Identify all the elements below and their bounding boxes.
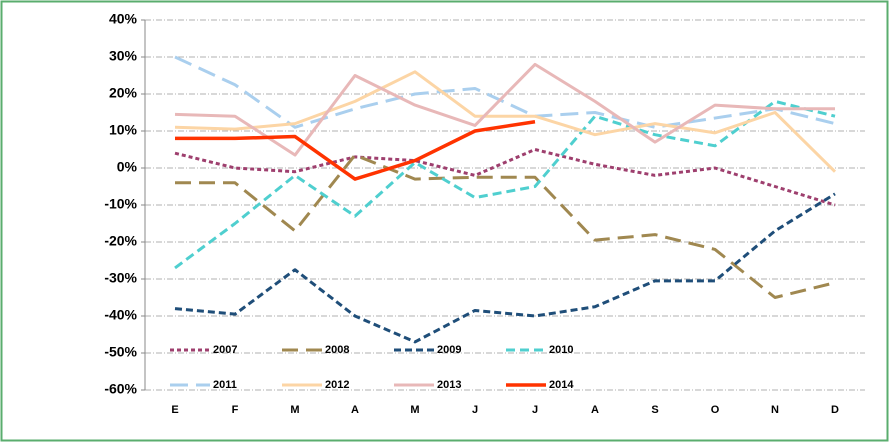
x-tick-label: J <box>532 404 538 416</box>
series-line <box>175 120 536 181</box>
legend-label: 2008 <box>325 344 349 356</box>
x-tick-label: M <box>290 404 299 416</box>
y-tick-label: -20% <box>104 233 137 249</box>
legend-label: 2011 <box>213 379 237 391</box>
series-line <box>174 148 836 207</box>
y-tick-label: 30% <box>109 48 138 64</box>
series-line <box>174 62 835 157</box>
y-tick-label: 10% <box>109 122 138 138</box>
series-line <box>174 99 836 270</box>
y-tick-label: -40% <box>104 307 137 323</box>
y-tick-label: -10% <box>104 196 137 212</box>
x-tick-label: E <box>171 404 178 416</box>
x-tick-label: N <box>771 404 779 416</box>
y-tick-label: 0% <box>117 159 138 175</box>
legend-label: 2012 <box>325 379 349 391</box>
x-tick-label: D <box>831 404 839 416</box>
x-tick-label: A <box>591 404 599 416</box>
x-tick-label: O <box>711 404 720 416</box>
y-tick-label: 20% <box>109 85 138 101</box>
series-line <box>174 192 836 344</box>
legend-label: 2010 <box>549 344 573 356</box>
legend-label: 2009 <box>437 344 461 356</box>
x-tick-label: F <box>232 404 239 416</box>
y-tick-label: -50% <box>104 344 137 360</box>
x-tick-label: S <box>651 404 658 416</box>
series-line <box>175 153 836 299</box>
legend-label: 2014 <box>549 379 574 391</box>
y-tick-label: -60% <box>104 381 137 397</box>
y-tick-label: 40% <box>109 11 138 27</box>
y-tick-label: -30% <box>104 270 137 286</box>
series-line <box>174 55 836 129</box>
legend-label: 2013 <box>437 379 461 391</box>
x-tick-label: M <box>410 404 419 416</box>
legend-label: 2007 <box>213 344 237 356</box>
x-tick-label: J <box>472 404 478 416</box>
x-tick-label: A <box>351 404 359 416</box>
series-line <box>174 70 837 173</box>
